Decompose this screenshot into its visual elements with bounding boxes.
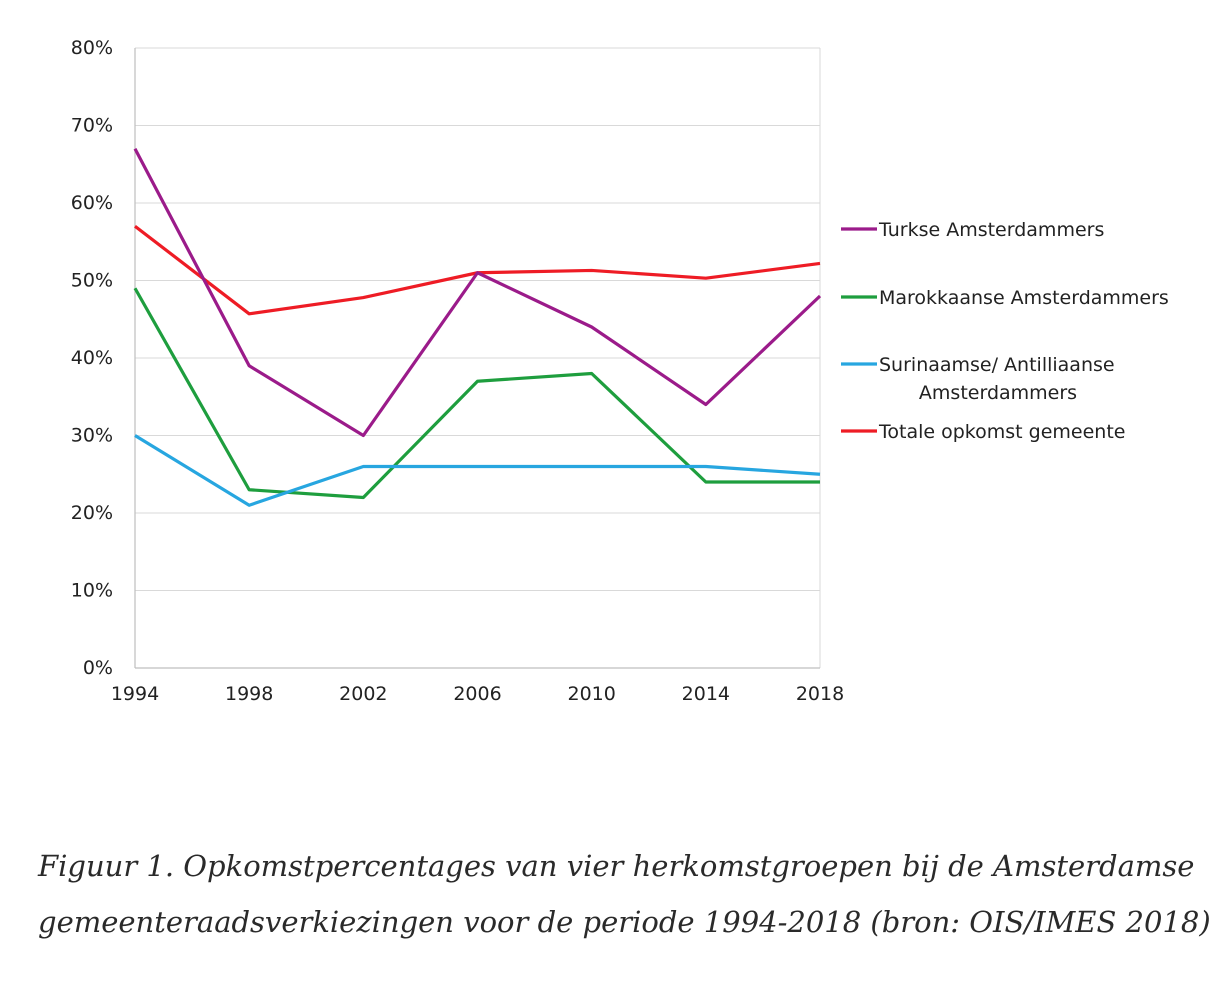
x-tick-label: 2006	[453, 683, 501, 705]
caption-line-2: gemeenteraadsverkiezingen voor de period…	[38, 905, 1211, 939]
legend-label: Totale opkomst gemeente	[878, 421, 1125, 443]
gridlines	[135, 47, 820, 669]
series-line-3	[134, 224, 821, 316]
series-lines	[133, 148, 822, 507]
y-tick-label: 30%	[71, 425, 113, 447]
y-tick-label: 10%	[71, 580, 113, 602]
y-tick-label: 50%	[71, 270, 113, 292]
y-tick-label: 20%	[71, 502, 113, 524]
figure-caption: Figuur 1. Opkomstpercentages van vier he…	[38, 838, 1211, 950]
legend-label: Turkse Amsterdammers	[878, 219, 1104, 241]
legend-label: Surinaamse/ Antilliaanse	[879, 354, 1115, 376]
legend: Turkse Amsterdammers Marokkaanse Amsterda…	[841, 219, 1169, 443]
x-tick-label: 2010	[567, 683, 615, 705]
caption-line-1: Figuur 1. Opkomstpercentages van vier he…	[38, 849, 1195, 883]
legend-label: Amsterdammers	[919, 382, 1077, 404]
y-axis-tick-labels: 0% 10% 20% 30% 40% 50% 60% 70% 80%	[71, 37, 113, 679]
x-tick-label: 2014	[682, 683, 730, 705]
y-tick-label: 0%	[83, 657, 113, 679]
series-line-1	[133, 287, 820, 500]
series-line-0	[133, 148, 822, 438]
series-line-2	[134, 434, 821, 507]
x-tick-label: 1998	[225, 683, 273, 705]
x-tick-label: 2018	[796, 683, 844, 705]
x-tick-label: 2002	[339, 683, 387, 705]
x-axis-tick-labels: 1994 1998 2002 2006 2010 2014 2018	[111, 683, 844, 705]
x-tick-label: 1994	[111, 683, 159, 705]
y-tick-label: 60%	[71, 192, 113, 214]
y-tick-label: 80%	[71, 37, 113, 59]
line-chart: 0% 10% 20% 30% 40% 50% 60% 70% 80% 1994 1998 2002 2…	[71, 37, 1169, 705]
y-tick-label: 40%	[71, 347, 113, 369]
y-tick-label: 70%	[71, 115, 113, 137]
legend-label: Marokkaanse Amsterdammers	[879, 287, 1169, 309]
